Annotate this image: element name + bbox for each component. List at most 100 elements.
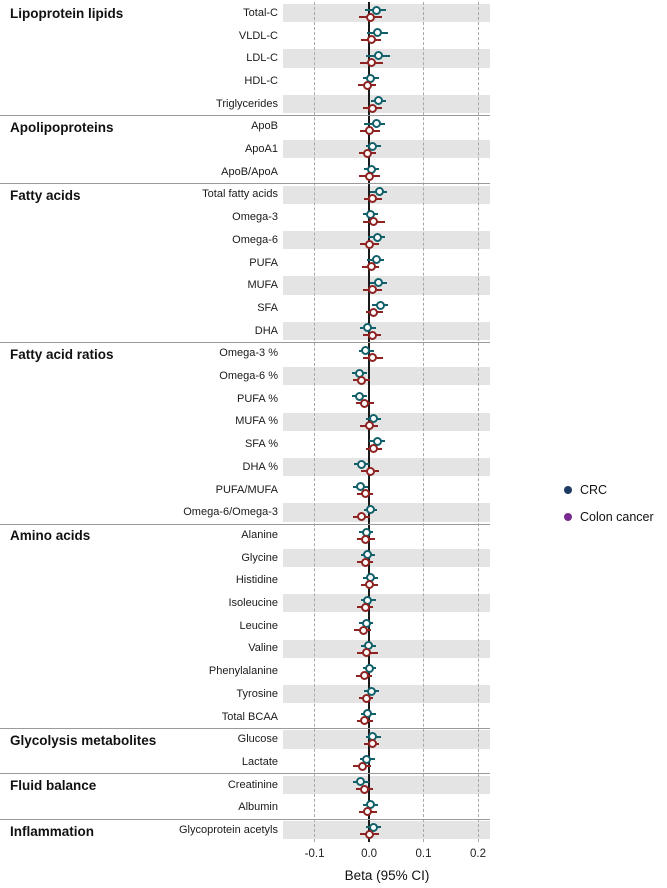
point-Colon cancer bbox=[360, 716, 370, 726]
gridline-0.2 bbox=[477, 2, 479, 842]
point-Colon cancer bbox=[364, 580, 374, 590]
point-Colon cancer bbox=[361, 534, 371, 544]
row-band bbox=[283, 412, 490, 431]
row-band bbox=[283, 639, 490, 658]
row-label: Lactate bbox=[241, 755, 278, 768]
x-tick-label: 0.2 bbox=[470, 847, 487, 860]
row-band bbox=[283, 685, 490, 704]
point-Colon cancer bbox=[367, 739, 377, 749]
x-tick-label: 0.0 bbox=[361, 847, 378, 860]
point-Colon cancer bbox=[360, 489, 370, 499]
point-CRC bbox=[371, 119, 381, 129]
point-CRC bbox=[366, 686, 376, 696]
row-label: Valine bbox=[248, 642, 278, 655]
point-Colon cancer bbox=[364, 126, 374, 136]
group-separator bbox=[0, 818, 490, 820]
group-label: Glycolysis metabolites bbox=[10, 732, 157, 748]
row-label: SFA % bbox=[244, 438, 278, 451]
point-CRC bbox=[374, 96, 384, 106]
point-CRC bbox=[373, 28, 383, 38]
group-label: Fatty acid ratios bbox=[10, 346, 114, 362]
point-CRC bbox=[371, 5, 381, 15]
x-tick-label: 0.1 bbox=[415, 847, 432, 860]
row-label: LDL-C bbox=[246, 52, 278, 65]
point-Colon cancer bbox=[369, 217, 379, 226]
point-Colon cancer bbox=[360, 784, 370, 794]
point-Colon cancer bbox=[365, 12, 375, 22]
x-tick-label: -0.1 bbox=[304, 847, 325, 860]
row-label: Histidine bbox=[235, 574, 278, 587]
legend-series-label: Colon cancer bbox=[580, 509, 654, 524]
legend-dot-icon bbox=[564, 512, 572, 521]
point-Colon cancer bbox=[361, 693, 371, 703]
point-CRC bbox=[374, 187, 384, 197]
row-label: DHA % bbox=[242, 460, 278, 473]
point-CRC bbox=[374, 278, 384, 288]
group-separator bbox=[0, 115, 490, 116]
point-CRC bbox=[362, 754, 372, 764]
row-label: Alanine bbox=[241, 528, 278, 541]
group-label: Fluid balance bbox=[10, 778, 97, 794]
row-band bbox=[283, 548, 490, 568]
group-label: Lipoprotein lipids bbox=[10, 6, 124, 22]
point-Colon cancer bbox=[356, 375, 366, 385]
row-label: Creatinine bbox=[227, 778, 278, 791]
group-separator bbox=[0, 773, 490, 775]
point-CRC bbox=[365, 505, 375, 515]
point-Colon cancer bbox=[363, 807, 373, 817]
row-band bbox=[283, 594, 490, 613]
row-band bbox=[283, 775, 490, 795]
row-label: HDL-C bbox=[244, 74, 278, 87]
point-Colon cancer bbox=[361, 648, 371, 658]
row-label: Omega-3 % bbox=[219, 347, 278, 360]
row-band bbox=[283, 321, 490, 341]
row-label: Leucine bbox=[239, 619, 278, 632]
group-label: Amino acids bbox=[10, 528, 91, 544]
row-label: ApoB bbox=[251, 120, 278, 133]
row-label: Omega-6 bbox=[232, 233, 278, 246]
point-Colon cancer bbox=[367, 285, 377, 295]
row-band bbox=[283, 276, 490, 295]
row-label: Triglycerides bbox=[216, 97, 278, 110]
group-separator bbox=[0, 342, 490, 343]
point-Colon cancer bbox=[360, 398, 370, 408]
row-band bbox=[283, 49, 490, 68]
row-label: Total-C bbox=[243, 6, 278, 19]
row-band bbox=[283, 367, 490, 386]
group-label: Fatty acids bbox=[10, 187, 81, 203]
point-Colon cancer bbox=[367, 194, 377, 204]
point-CRC bbox=[356, 459, 366, 469]
point-CRC bbox=[363, 323, 373, 333]
row-label: Isoleucine bbox=[228, 597, 278, 610]
point-Colon cancer bbox=[366, 466, 376, 476]
row-label: Total BCAA bbox=[221, 710, 278, 723]
point-CRC bbox=[354, 391, 364, 401]
row-label: Albumin bbox=[238, 801, 278, 814]
row-band bbox=[283, 185, 490, 204]
row-label: ApoA1 bbox=[244, 143, 278, 156]
row-label: Glucose bbox=[237, 733, 278, 746]
point-CRC bbox=[371, 255, 381, 265]
row-band bbox=[283, 821, 490, 840]
row-label: PUFA bbox=[249, 256, 278, 269]
point-CRC bbox=[376, 300, 385, 310]
row-label: Omega-6/Omega-3 bbox=[183, 506, 278, 519]
row-label: ApoB/ApoA bbox=[221, 165, 278, 178]
point-Colon cancer bbox=[369, 307, 379, 317]
point-Colon cancer bbox=[364, 421, 374, 431]
row-label: MUFA bbox=[247, 279, 278, 292]
point-CRC bbox=[372, 436, 382, 446]
legend-dot-icon bbox=[564, 485, 572, 494]
group-separator bbox=[0, 523, 490, 525]
row-band bbox=[283, 140, 490, 159]
row-label: Phenylalanine bbox=[208, 665, 278, 678]
point-Colon cancer bbox=[357, 512, 367, 522]
legend-item: Colon cancer bbox=[564, 503, 654, 530]
point-Colon cancer bbox=[364, 829, 374, 839]
group-label: Inflammation bbox=[10, 823, 95, 839]
legend-series-label: CRC bbox=[580, 482, 608, 497]
row-label: SFA bbox=[257, 301, 278, 314]
point-Colon cancer bbox=[358, 625, 368, 635]
row-band bbox=[283, 4, 490, 23]
row-band bbox=[283, 458, 490, 477]
